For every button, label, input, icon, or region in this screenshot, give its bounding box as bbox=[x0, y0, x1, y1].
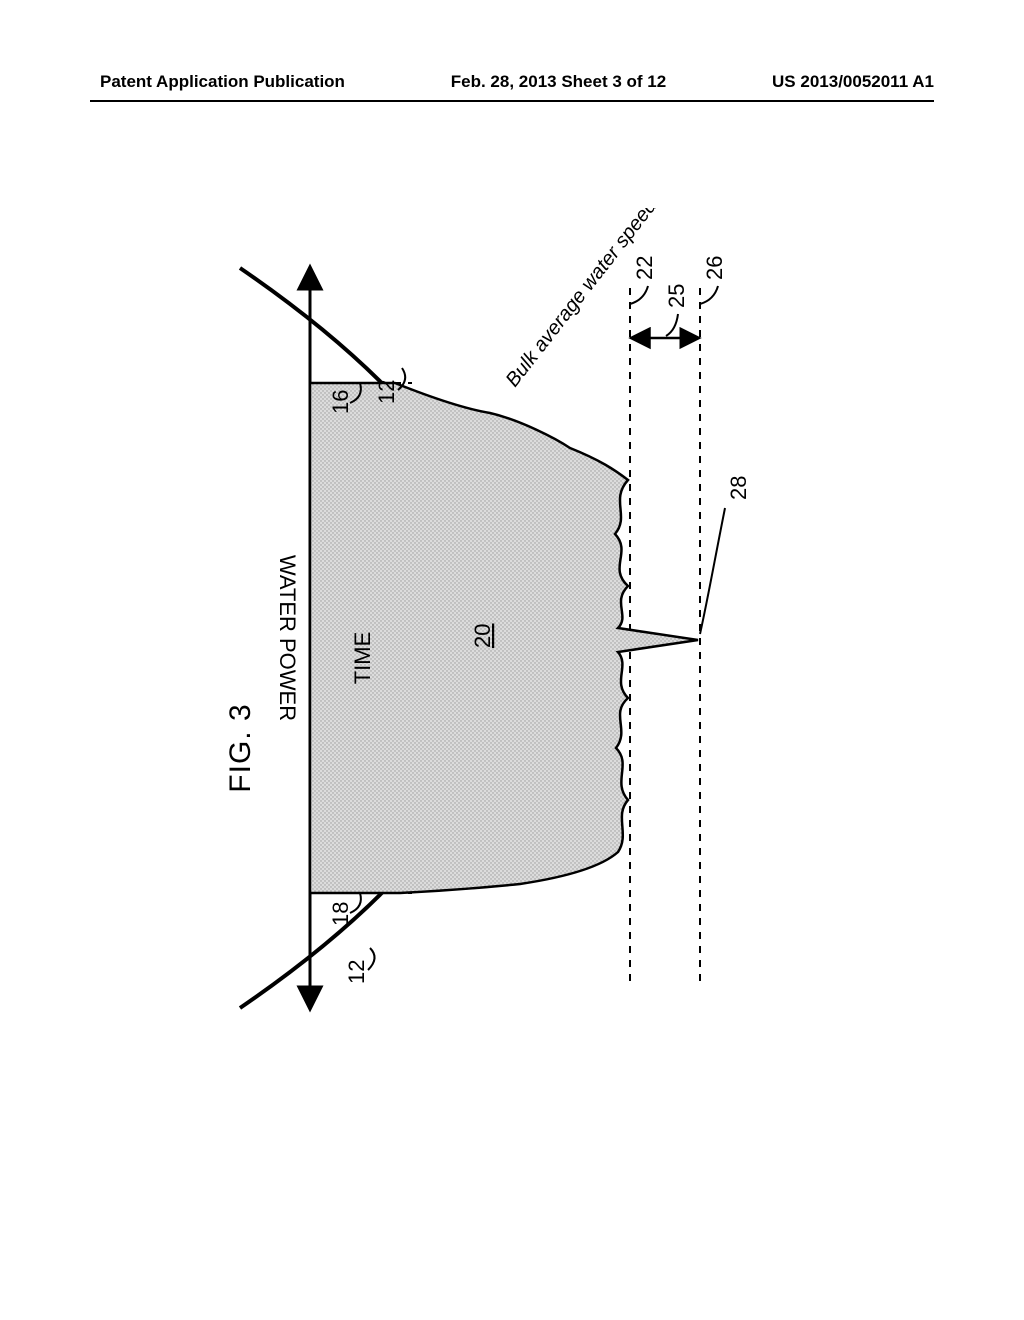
y-axis-label: WATER POWER bbox=[275, 555, 300, 721]
ref-28: 28 bbox=[726, 476, 751, 500]
ref-26: 26 bbox=[702, 256, 727, 280]
figure-svg: 26 22 25 28 16 18 12 12 20 Bulk average … bbox=[160, 208, 860, 1098]
ref-16: 16 bbox=[328, 390, 353, 414]
ref-22: 22 bbox=[632, 256, 657, 280]
header-rule bbox=[90, 100, 934, 102]
hook-22 bbox=[630, 286, 648, 304]
header-right: US 2013/0052011 A1 bbox=[772, 72, 934, 92]
hook-26 bbox=[700, 286, 718, 304]
x-axis-label: TIME bbox=[350, 632, 375, 685]
header-center: Feb. 28, 2013 Sheet 3 of 12 bbox=[451, 72, 666, 92]
header-left: Patent Application Publication bbox=[100, 72, 345, 92]
leader-28 bbox=[700, 508, 725, 634]
ref-20: 20 bbox=[470, 624, 495, 648]
figure-3: 26 22 25 28 16 18 12 12 20 Bulk average … bbox=[160, 208, 860, 1098]
hook-25 bbox=[666, 314, 678, 336]
ref-25: 25 bbox=[664, 284, 689, 308]
ref-12-upper: 12 bbox=[374, 380, 399, 404]
figure-label: FIG. 3 bbox=[224, 703, 257, 792]
ref-12-lower: 12 bbox=[344, 960, 369, 984]
ref-18: 18 bbox=[328, 902, 353, 926]
